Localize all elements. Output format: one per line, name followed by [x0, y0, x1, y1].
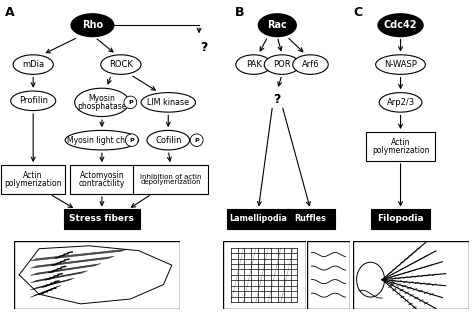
Text: ROCK: ROCK	[109, 60, 133, 69]
Text: Myosin
phosphatase: Myosin phosphatase	[77, 94, 127, 111]
Text: Arp2/3: Arp2/3	[386, 98, 415, 107]
Text: Inhibition of actin
depolymerization: Inhibition of actin depolymerization	[140, 174, 201, 185]
FancyBboxPatch shape	[366, 132, 435, 161]
FancyBboxPatch shape	[64, 209, 139, 229]
Text: Cofilin: Cofilin	[155, 136, 182, 145]
Text: ?: ?	[200, 41, 208, 54]
Text: mDia: mDia	[22, 60, 44, 69]
Text: PAK: PAK	[246, 60, 262, 69]
Ellipse shape	[258, 14, 296, 37]
Text: A: A	[5, 6, 14, 19]
Text: Actomyosin
contractility: Actomyosin contractility	[79, 171, 125, 188]
Ellipse shape	[379, 93, 422, 112]
Text: Filopodia: Filopodia	[377, 215, 424, 223]
Text: LIM kinase: LIM kinase	[147, 98, 189, 107]
Ellipse shape	[100, 55, 141, 74]
Ellipse shape	[190, 134, 203, 146]
Text: Profilin: Profilin	[18, 96, 48, 105]
Text: Actin
polymerization: Actin polymerization	[372, 138, 429, 155]
Ellipse shape	[65, 130, 138, 150]
Text: Actin
polymerization: Actin polymerization	[4, 171, 62, 188]
Ellipse shape	[71, 14, 114, 37]
Ellipse shape	[147, 130, 190, 150]
Ellipse shape	[293, 55, 328, 74]
FancyBboxPatch shape	[227, 209, 290, 229]
FancyBboxPatch shape	[371, 209, 430, 229]
Ellipse shape	[124, 96, 137, 109]
Ellipse shape	[378, 14, 423, 37]
Ellipse shape	[75, 88, 129, 117]
Text: Rac: Rac	[267, 20, 287, 30]
Text: Lamellipodia: Lamellipodia	[229, 215, 287, 223]
FancyBboxPatch shape	[70, 165, 134, 194]
Text: Stress fibers: Stress fibers	[70, 215, 134, 223]
Text: Ruffles: Ruffles	[294, 215, 327, 223]
FancyBboxPatch shape	[133, 165, 209, 194]
Ellipse shape	[141, 93, 195, 112]
Ellipse shape	[375, 55, 425, 74]
Ellipse shape	[13, 55, 53, 74]
Text: P: P	[194, 138, 199, 143]
Ellipse shape	[236, 55, 271, 74]
Text: Arf6: Arf6	[301, 60, 319, 69]
Text: ?: ?	[273, 93, 281, 106]
Ellipse shape	[125, 134, 138, 146]
Text: B: B	[235, 6, 244, 19]
Text: P: P	[128, 100, 133, 105]
Text: C: C	[353, 6, 362, 19]
Ellipse shape	[10, 91, 56, 111]
Text: POR: POR	[273, 60, 291, 69]
Ellipse shape	[264, 55, 300, 74]
Text: Cdc42: Cdc42	[384, 20, 417, 30]
Text: Myosin light chain: Myosin light chain	[67, 136, 137, 145]
Text: N-WASP: N-WASP	[384, 60, 417, 69]
FancyBboxPatch shape	[286, 209, 335, 229]
Text: P: P	[129, 138, 134, 143]
Text: Rho: Rho	[82, 20, 103, 30]
FancyBboxPatch shape	[1, 165, 65, 194]
